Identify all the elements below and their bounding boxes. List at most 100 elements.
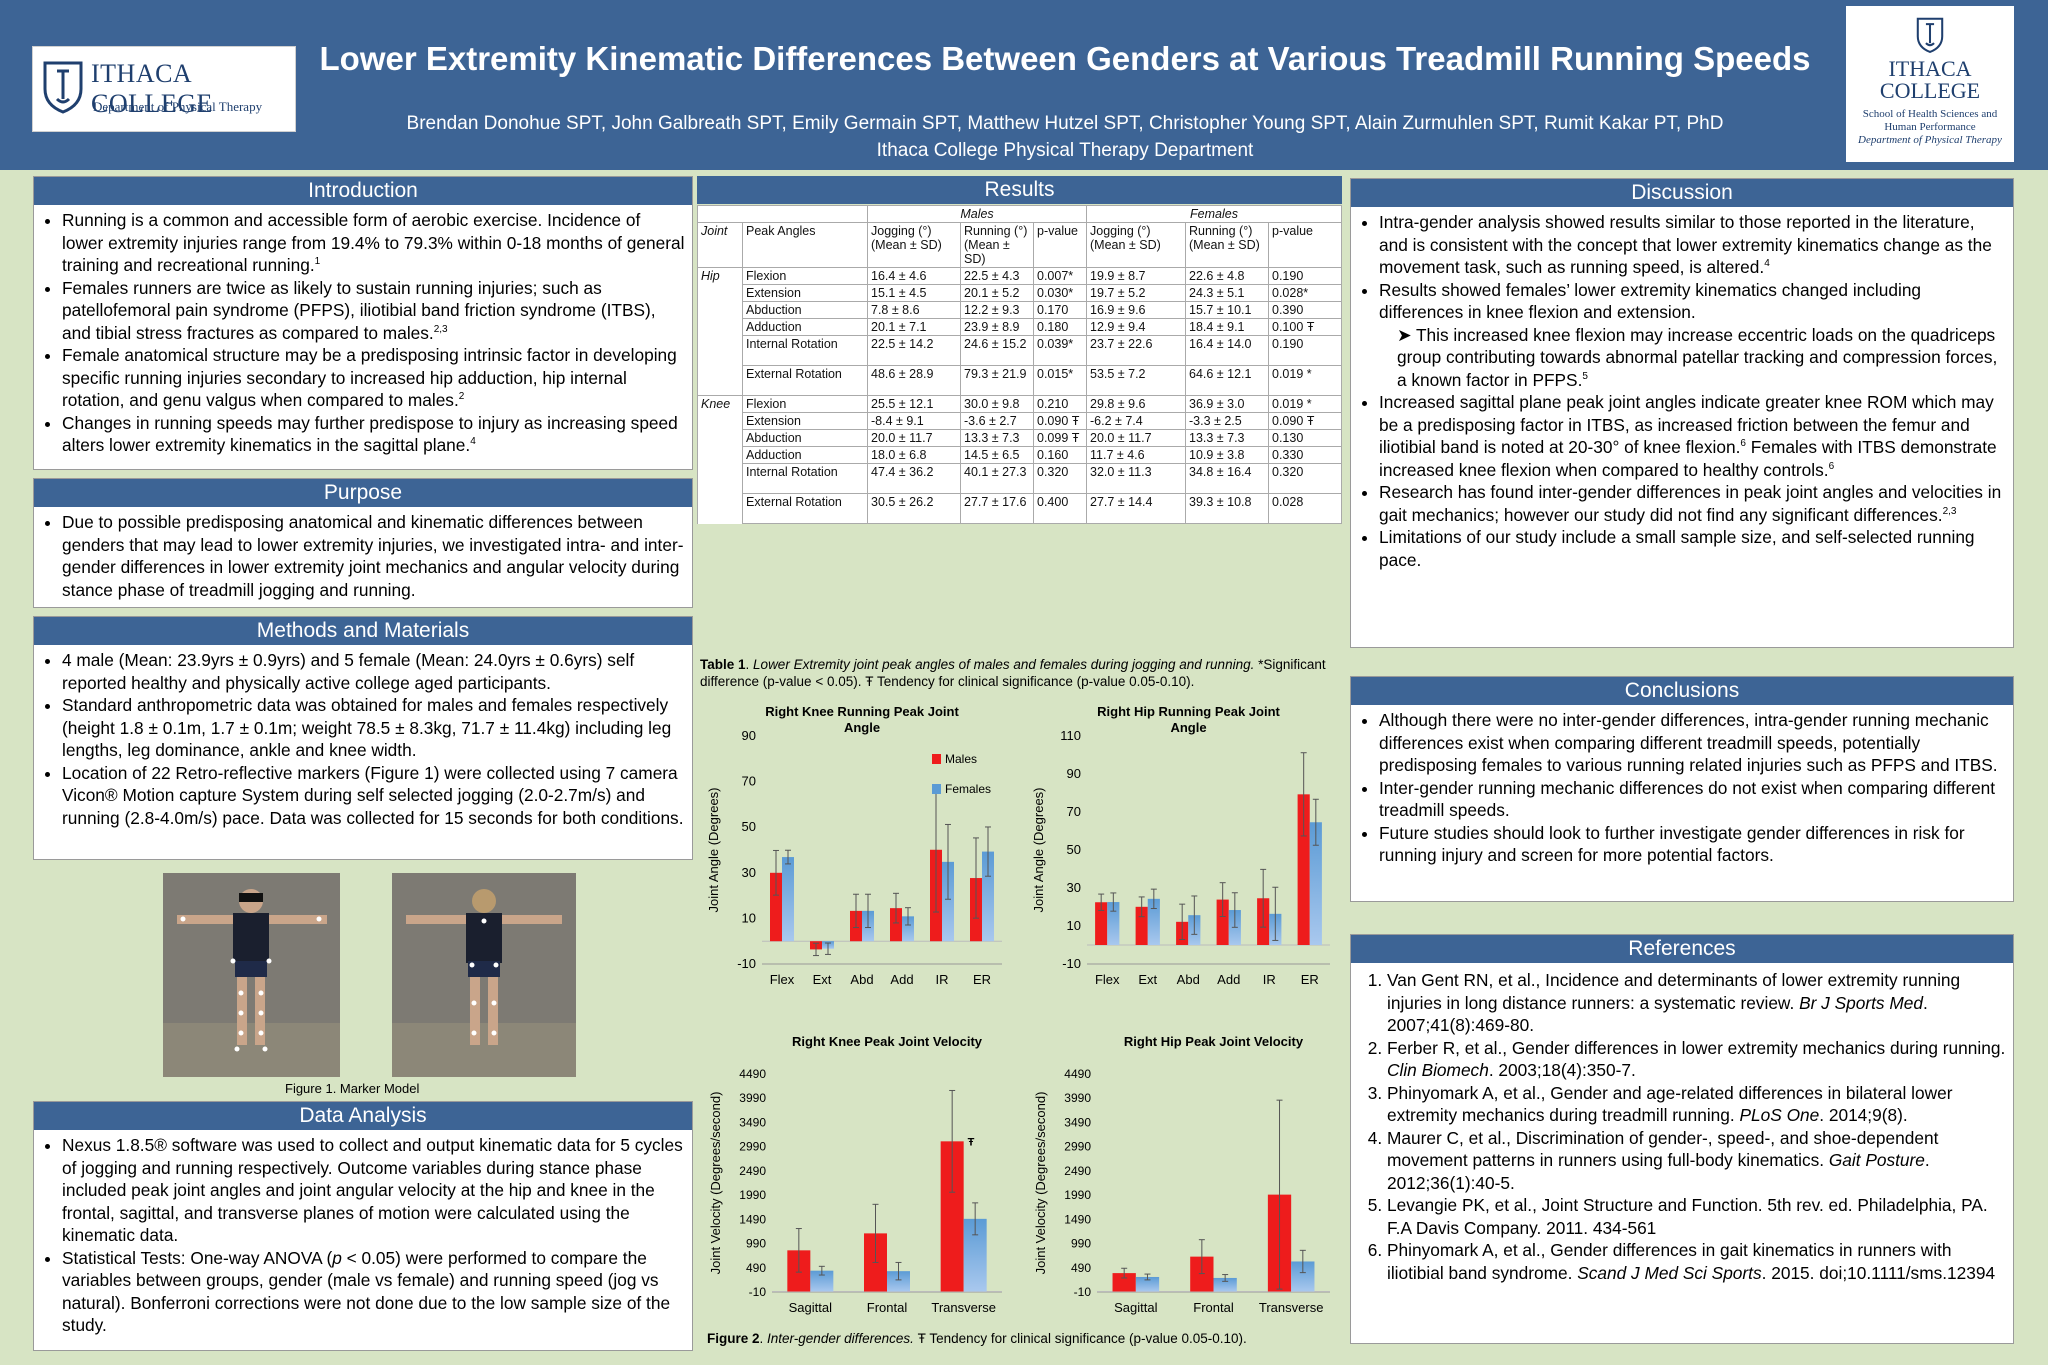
table-cell: 0.019 * bbox=[1268, 365, 1342, 396]
results-section: Results bbox=[697, 176, 1342, 1351]
table-header-cell: p-value bbox=[1268, 222, 1342, 268]
y-tick-label: 990 bbox=[1071, 1237, 1091, 1251]
table-cell bbox=[697, 318, 743, 336]
reference-item: Levangie PK, et al., Joint Structure and… bbox=[1387, 1194, 2007, 1239]
x-tick-label: ER bbox=[973, 972, 991, 987]
shield-icon bbox=[1916, 17, 1944, 54]
list-item: Standard anthropometric data was obtaine… bbox=[62, 694, 686, 762]
bar-females bbox=[1309, 822, 1322, 945]
table-cell: Internal Rotation bbox=[742, 335, 868, 366]
x-tick-label: Add bbox=[1217, 972, 1240, 987]
table-group-row: Males Females bbox=[697, 205, 1342, 223]
table-cell: 0.320 bbox=[1268, 463, 1342, 494]
table-cell: 20.1 ± 5.2 bbox=[960, 284, 1034, 302]
table-cell: 0.019 * bbox=[1268, 395, 1342, 413]
table-cell: 0.099 Ŧ bbox=[1033, 429, 1087, 447]
table-row: Abduction 7.8 ± 8.6 12.2 ± 9.3 0.170 16.9 ± … bbox=[697, 301, 1342, 319]
table-row: Extension -8.4 ± 9.1 -3.6 ± 2.7 0.090 Ŧ -6.2… bbox=[697, 412, 1342, 430]
bar-females bbox=[1291, 1261, 1315, 1292]
figure2-caption: Figure 2. Inter-gender differences. Ŧ Te… bbox=[707, 1331, 1247, 1346]
y-tick-label: 1990 bbox=[1064, 1188, 1091, 1202]
x-tick-label: Add bbox=[890, 972, 913, 987]
purpose-list: Due to possible predisposing anatomical … bbox=[34, 511, 686, 601]
y-tick-label: 50 bbox=[742, 819, 756, 834]
y-axis-label: Joint Velocity (Degrees/second) bbox=[1033, 1092, 1048, 1275]
y-tick-label: 50 bbox=[1067, 842, 1081, 857]
bar-females bbox=[887, 1271, 910, 1292]
references-heading: References bbox=[1351, 935, 2013, 963]
table-cell: 19.9 ± 8.7 bbox=[1086, 267, 1186, 285]
list-item: Although there were no inter-gender diff… bbox=[1379, 709, 2007, 777]
table-cell: Extension bbox=[742, 284, 868, 302]
y-tick-label: 30 bbox=[1067, 880, 1081, 895]
table-cell: 0.130 bbox=[1268, 429, 1342, 447]
table-row: Hip Flexion 16.4 ± 4.6 22.5 ± 4.3 0.007* 19.9… bbox=[697, 267, 1342, 285]
x-tick-label: Frontal bbox=[867, 1300, 908, 1315]
table-cell: 32.0 ± 11.3 bbox=[1086, 463, 1186, 494]
table-cell: 22.5 ± 14.2 bbox=[867, 335, 961, 366]
table-cell: 0.390 bbox=[1268, 301, 1342, 319]
table-cell: External Rotation bbox=[742, 493, 868, 524]
y-tick-label: 490 bbox=[1071, 1261, 1091, 1275]
y-tick-label: -10 bbox=[737, 956, 756, 971]
significance-annotation: Ŧ bbox=[968, 1136, 975, 1148]
y-tick-label: 1490 bbox=[1064, 1212, 1091, 1226]
ithaca-logo-right: ITHACA COLLEGE School of Health Sciences… bbox=[1846, 6, 2014, 162]
person-front-icon bbox=[163, 889, 340, 1077]
table-cell: 0.028* bbox=[1268, 284, 1342, 302]
y-tick-label: 90 bbox=[1067, 766, 1081, 781]
table-cell: 25.5 ± 12.1 bbox=[867, 395, 961, 413]
y-axis-label: Joint Angle (Degrees) bbox=[1031, 787, 1046, 912]
table-row: Internal Rotation 47.4 ± 36.2 40.1 ± 27.3 0… bbox=[697, 463, 1342, 494]
discussion-heading: Discussion bbox=[1351, 179, 2013, 207]
table-cell bbox=[697, 412, 743, 430]
table-cell: 23.9 ± 8.9 bbox=[960, 318, 1034, 336]
table-cell: 16.4 ± 4.6 bbox=[867, 267, 961, 285]
y-tick-label: 4490 bbox=[1064, 1067, 1091, 1081]
table-cell: 79.3 ± 21.9 bbox=[960, 365, 1034, 396]
y-tick-label: 70 bbox=[742, 774, 756, 789]
table-cell: Adduction bbox=[742, 318, 868, 336]
table-header-row: Joint Peak Angles Jogging (°) (Mean ± SD… bbox=[697, 222, 1342, 268]
table-cell: 0.007* bbox=[1033, 267, 1087, 285]
y-tick-label: 1990 bbox=[739, 1188, 766, 1202]
logo-left-dept: Department of Physical Therapy bbox=[93, 99, 263, 114]
y-tick-label: 990 bbox=[746, 1237, 766, 1251]
table-cell: 34.8 ± 16.4 bbox=[1185, 463, 1269, 494]
table-cell: External Rotation bbox=[742, 365, 868, 396]
table-cell: 29.8 ± 9.6 bbox=[1086, 395, 1186, 413]
introduction-section: Introduction Running is a common and acc… bbox=[33, 176, 693, 470]
table-cell: 12.2 ± 9.3 bbox=[960, 301, 1034, 319]
table-cell: 20.0 ± 11.7 bbox=[867, 429, 961, 447]
x-tick-label: Flex bbox=[770, 972, 795, 987]
table-header-cell: Running (°) (Mean ± SD) bbox=[960, 222, 1034, 268]
x-tick-label: ER bbox=[1301, 972, 1319, 987]
x-tick-label: Abd bbox=[1177, 972, 1200, 987]
table-cell: 24.3 ± 5.1 bbox=[1185, 284, 1269, 302]
bar-males bbox=[1112, 1273, 1136, 1292]
bar-males bbox=[940, 1141, 964, 1292]
bar-females bbox=[1135, 1276, 1160, 1292]
table-cell: 18.0 ± 6.8 bbox=[867, 446, 961, 464]
table-cell: 15.7 ± 10.1 bbox=[1185, 301, 1269, 319]
table-cell: 0.030* bbox=[1033, 284, 1087, 302]
chart-title: Right Knee Peak Joint Velocity bbox=[792, 1034, 983, 1049]
y-tick-label: 490 bbox=[746, 1261, 766, 1275]
table-cell: 27.7 ± 17.6 bbox=[960, 493, 1034, 524]
table-cell: 0.015* bbox=[1033, 365, 1087, 396]
y-tick-label: 30 bbox=[742, 865, 756, 880]
x-tick-label: IR bbox=[936, 972, 949, 987]
table-cell: -6.2 ± 7.4 bbox=[1086, 412, 1186, 430]
chart-title: Right Knee Running Peak Joint Angle bbox=[765, 704, 959, 735]
results-table: Males Females Joint Peak Angles Jogging … bbox=[697, 205, 1342, 524]
table-cell: Extension bbox=[742, 412, 868, 430]
table-cell bbox=[697, 301, 743, 319]
table-cell: 0.190 bbox=[1268, 267, 1342, 285]
table-cell: 22.5 ± 4.3 bbox=[960, 267, 1034, 285]
y-tick-label: 1490 bbox=[739, 1212, 766, 1226]
legend-swatch bbox=[932, 754, 941, 764]
group-females: Females bbox=[1086, 205, 1342, 223]
logo-right-dept: Department of Physical Therapy bbox=[1858, 134, 2002, 146]
reference-item: Phinyomark A, et al., Gender differences… bbox=[1387, 1239, 2007, 1284]
chart-knee-velocity: Right Knee Peak Joint Velocity -10 490 990 1… bbox=[708, 1034, 1002, 1315]
